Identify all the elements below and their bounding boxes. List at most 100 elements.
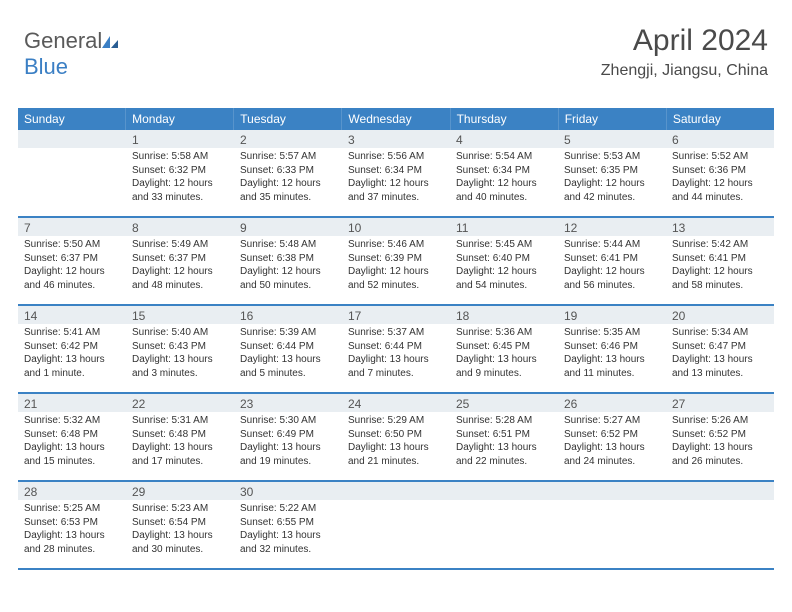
day-cell: 20Sunrise: 5:34 AMSunset: 6:47 PMDayligh…	[666, 306, 774, 392]
day-number: 23	[240, 397, 253, 411]
day-number: 4	[456, 133, 463, 147]
day-line: Sunset: 6:42 PM	[24, 340, 120, 354]
weekday-friday: Friday	[559, 108, 667, 130]
day-number: 14	[24, 309, 37, 323]
day-line: and 56 minutes.	[564, 279, 660, 293]
daynum-wrap: 6	[666, 130, 774, 148]
day-line: Sunset: 6:45 PM	[456, 340, 552, 354]
day-number: 21	[24, 397, 37, 411]
day-line: and 35 minutes.	[240, 191, 336, 205]
month-title: April 2024	[601, 24, 768, 58]
day-line: Daylight: 13 hours	[240, 353, 336, 367]
day-cell: 25Sunrise: 5:28 AMSunset: 6:51 PMDayligh…	[450, 394, 558, 480]
day-number: 3	[348, 133, 355, 147]
daynum-wrap: 19	[558, 306, 666, 324]
daynum-wrap: 26	[558, 394, 666, 412]
day-line: Daylight: 12 hours	[24, 265, 120, 279]
week-row: 28Sunrise: 5:25 AMSunset: 6:53 PMDayligh…	[18, 482, 774, 570]
day-body: Sunrise: 5:37 AMSunset: 6:44 PMDaylight:…	[342, 324, 450, 386]
day-number: 20	[672, 309, 685, 323]
day-number: 26	[564, 397, 577, 411]
location: Zhengji, Jiangsu, China	[601, 62, 768, 80]
day-body: Sunrise: 5:49 AMSunset: 6:37 PMDaylight:…	[126, 236, 234, 298]
day-cell: 18Sunrise: 5:36 AMSunset: 6:45 PMDayligh…	[450, 306, 558, 392]
daynum-wrap: 27	[666, 394, 774, 412]
day-body: Sunrise: 5:54 AMSunset: 6:34 PMDaylight:…	[450, 148, 558, 210]
day-line: Sunrise: 5:25 AM	[24, 502, 120, 516]
daynum-wrap: 3	[342, 130, 450, 148]
day-line: and 5 minutes.	[240, 367, 336, 381]
day-body: Sunrise: 5:46 AMSunset: 6:39 PMDaylight:…	[342, 236, 450, 298]
day-line: and 48 minutes.	[132, 279, 228, 293]
day-cell	[666, 482, 774, 568]
day-line: Daylight: 13 hours	[24, 441, 120, 455]
day-line: Sunrise: 5:32 AM	[24, 414, 120, 428]
day-body: Sunrise: 5:29 AMSunset: 6:50 PMDaylight:…	[342, 412, 450, 474]
day-line: Sunset: 6:51 PM	[456, 428, 552, 442]
day-number: 9	[240, 221, 247, 235]
daynum-wrap	[342, 482, 450, 500]
day-line: and 52 minutes.	[348, 279, 444, 293]
day-body: Sunrise: 5:41 AMSunset: 6:42 PMDaylight:…	[18, 324, 126, 386]
day-body	[558, 500, 666, 560]
day-line: Sunset: 6:34 PM	[456, 164, 552, 178]
day-line: Sunrise: 5:27 AM	[564, 414, 660, 428]
day-line: and 13 minutes.	[672, 367, 768, 381]
day-number: 15	[132, 309, 145, 323]
daynum-wrap: 9	[234, 218, 342, 236]
day-line: Sunset: 6:38 PM	[240, 252, 336, 266]
daynum-wrap: 22	[126, 394, 234, 412]
day-line: Daylight: 13 hours	[456, 353, 552, 367]
day-line: Sunrise: 5:23 AM	[132, 502, 228, 516]
day-number: 17	[348, 309, 361, 323]
day-cell: 15Sunrise: 5:40 AMSunset: 6:43 PMDayligh…	[126, 306, 234, 392]
daynum-wrap: 23	[234, 394, 342, 412]
day-cell: 7Sunrise: 5:50 AMSunset: 6:37 PMDaylight…	[18, 218, 126, 304]
weekday-thursday: Thursday	[451, 108, 559, 130]
day-line: Daylight: 12 hours	[132, 265, 228, 279]
day-line: Daylight: 13 hours	[24, 353, 120, 367]
day-line: Sunrise: 5:44 AM	[564, 238, 660, 252]
day-body: Sunrise: 5:35 AMSunset: 6:46 PMDaylight:…	[558, 324, 666, 386]
day-line: Daylight: 12 hours	[564, 177, 660, 191]
day-line: and 21 minutes.	[348, 455, 444, 469]
day-body: Sunrise: 5:50 AMSunset: 6:37 PMDaylight:…	[18, 236, 126, 298]
day-line: Sunrise: 5:30 AM	[240, 414, 336, 428]
day-cell: 1Sunrise: 5:58 AMSunset: 6:32 PMDaylight…	[126, 130, 234, 216]
day-line: and 15 minutes.	[24, 455, 120, 469]
day-line: and 24 minutes.	[564, 455, 660, 469]
weekday-tuesday: Tuesday	[234, 108, 342, 130]
day-line: and 28 minutes.	[24, 543, 120, 557]
day-line: Sunrise: 5:35 AM	[564, 326, 660, 340]
day-number: 12	[564, 221, 577, 235]
day-line: Sunset: 6:37 PM	[24, 252, 120, 266]
logo-text-2: Blue	[24, 54, 68, 79]
calendar: Sunday Monday Tuesday Wednesday Thursday…	[18, 108, 774, 570]
weeks-container: 1Sunrise: 5:58 AMSunset: 6:32 PMDaylight…	[18, 130, 774, 570]
day-line: Sunset: 6:39 PM	[348, 252, 444, 266]
daynum-wrap: 4	[450, 130, 558, 148]
daynum-wrap: 28	[18, 482, 126, 500]
day-body: Sunrise: 5:34 AMSunset: 6:47 PMDaylight:…	[666, 324, 774, 386]
day-body: Sunrise: 5:56 AMSunset: 6:34 PMDaylight:…	[342, 148, 450, 210]
day-body: Sunrise: 5:52 AMSunset: 6:36 PMDaylight:…	[666, 148, 774, 210]
weekday-row: Sunday Monday Tuesday Wednesday Thursday…	[18, 108, 774, 130]
day-line: Daylight: 12 hours	[348, 265, 444, 279]
daynum-wrap: 8	[126, 218, 234, 236]
day-line: Sunrise: 5:40 AM	[132, 326, 228, 340]
daynum-wrap: 14	[18, 306, 126, 324]
day-body	[18, 148, 126, 208]
day-line: Daylight: 12 hours	[456, 265, 552, 279]
day-line: Sunrise: 5:53 AM	[564, 150, 660, 164]
day-line: Sunset: 6:43 PM	[132, 340, 228, 354]
day-line: Sunset: 6:46 PM	[564, 340, 660, 354]
day-line: Daylight: 13 hours	[240, 441, 336, 455]
day-cell: 23Sunrise: 5:30 AMSunset: 6:49 PMDayligh…	[234, 394, 342, 480]
day-cell: 12Sunrise: 5:44 AMSunset: 6:41 PMDayligh…	[558, 218, 666, 304]
day-line: and 19 minutes.	[240, 455, 336, 469]
day-body: Sunrise: 5:45 AMSunset: 6:40 PMDaylight:…	[450, 236, 558, 298]
day-line: and 3 minutes.	[132, 367, 228, 381]
daynum-wrap: 15	[126, 306, 234, 324]
day-line: Sunset: 6:37 PM	[132, 252, 228, 266]
day-number: 24	[348, 397, 361, 411]
